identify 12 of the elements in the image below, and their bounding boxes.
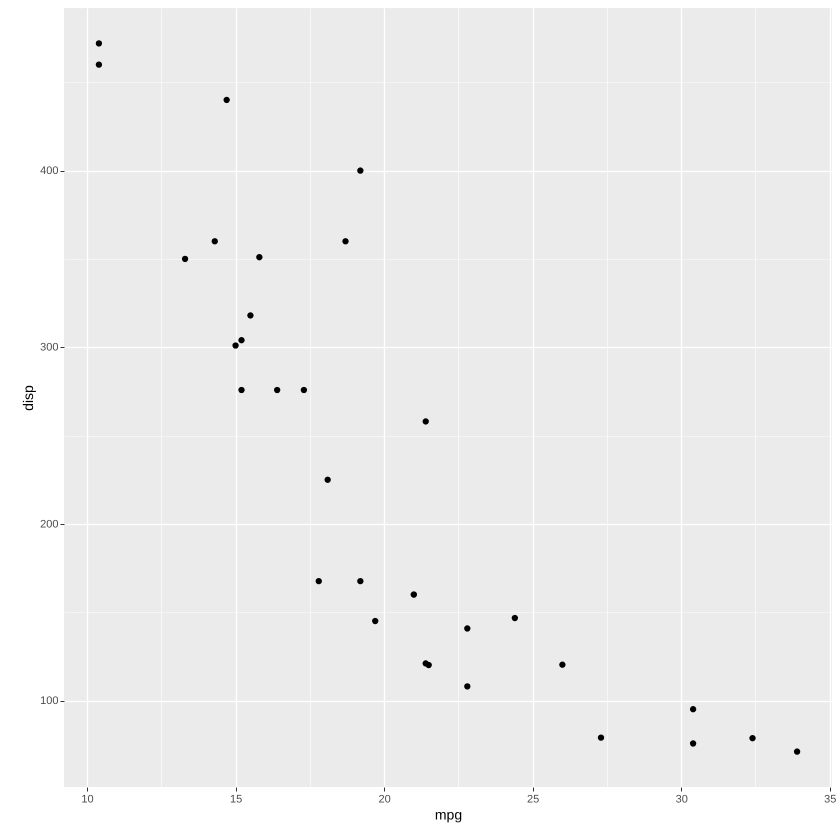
y-tick-label: 100: [40, 695, 58, 708]
x-tick-label: 15: [230, 794, 242, 806]
y-axis-title: disp: [20, 384, 36, 411]
x-tick-label: 35: [824, 794, 836, 806]
y-tick-label: 300: [40, 342, 58, 354]
x-axis-title: mpg: [434, 806, 462, 822]
y-tick-label: 400: [40, 165, 58, 178]
x-tick-label: 20: [378, 794, 391, 806]
y-tick-label: 200: [40, 518, 58, 530]
x-tick-label: 30: [676, 794, 688, 806]
x-tick-label: 25: [527, 794, 540, 806]
x-tick-label: 10: [81, 794, 94, 806]
